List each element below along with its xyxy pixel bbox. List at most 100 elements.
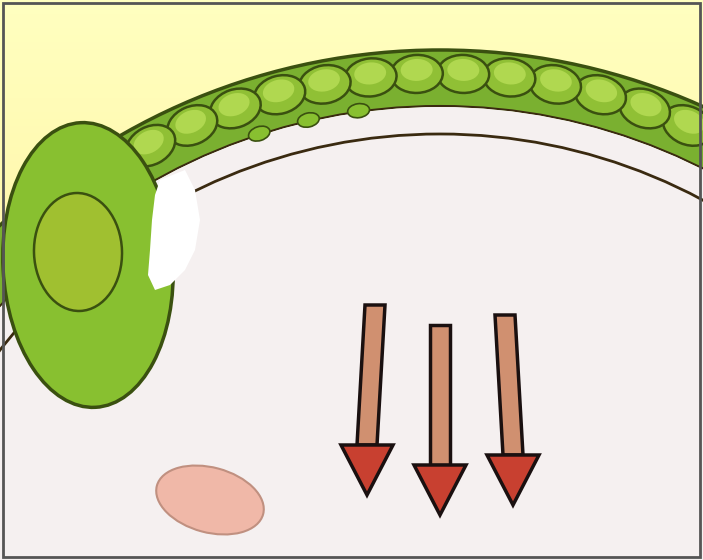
Circle shape <box>374 191 385 200</box>
Ellipse shape <box>384 158 412 170</box>
Polygon shape <box>0 392 703 399</box>
Polygon shape <box>0 357 703 364</box>
Polygon shape <box>0 406 703 413</box>
Ellipse shape <box>605 186 632 200</box>
Ellipse shape <box>529 65 581 104</box>
Polygon shape <box>0 56 703 63</box>
Polygon shape <box>0 378 703 385</box>
Circle shape <box>427 187 437 197</box>
Ellipse shape <box>412 157 440 168</box>
Ellipse shape <box>632 197 658 211</box>
Polygon shape <box>0 476 703 483</box>
Polygon shape <box>0 182 703 189</box>
Ellipse shape <box>222 197 248 211</box>
Ellipse shape <box>175 110 206 134</box>
Ellipse shape <box>172 220 197 237</box>
Circle shape <box>322 200 332 210</box>
Circle shape <box>551 186 561 197</box>
Polygon shape <box>0 322 703 329</box>
Circle shape <box>565 197 574 207</box>
Ellipse shape <box>274 178 302 192</box>
Ellipse shape <box>468 158 496 170</box>
Circle shape <box>396 181 406 192</box>
Circle shape <box>311 188 321 198</box>
Ellipse shape <box>148 234 173 251</box>
Ellipse shape <box>401 59 432 81</box>
Polygon shape <box>414 465 466 515</box>
Polygon shape <box>0 511 703 518</box>
Circle shape <box>0 190 703 560</box>
Ellipse shape <box>328 166 356 178</box>
Circle shape <box>614 220 624 230</box>
Polygon shape <box>0 294 703 301</box>
Circle shape <box>450 187 460 197</box>
Circle shape <box>198 239 208 249</box>
Circle shape <box>0 135 703 560</box>
Ellipse shape <box>683 220 703 237</box>
Circle shape <box>420 180 430 190</box>
Ellipse shape <box>440 157 468 168</box>
Polygon shape <box>0 385 703 392</box>
Ellipse shape <box>540 69 572 92</box>
Polygon shape <box>0 217 703 224</box>
Circle shape <box>0 115 703 560</box>
Circle shape <box>652 228 662 239</box>
Polygon shape <box>0 140 703 147</box>
Circle shape <box>645 226 654 235</box>
Circle shape <box>388 175 398 185</box>
Circle shape <box>292 208 302 218</box>
Circle shape <box>511 193 521 203</box>
Circle shape <box>161 253 171 263</box>
Ellipse shape <box>356 161 384 173</box>
Ellipse shape <box>197 208 222 223</box>
Polygon shape <box>0 224 703 231</box>
Ellipse shape <box>586 80 617 102</box>
Polygon shape <box>430 325 450 465</box>
Ellipse shape <box>354 62 386 85</box>
Circle shape <box>696 244 703 254</box>
Ellipse shape <box>494 62 526 85</box>
Ellipse shape <box>274 178 302 192</box>
Circle shape <box>638 222 647 232</box>
Ellipse shape <box>391 55 443 93</box>
Circle shape <box>592 212 602 222</box>
Ellipse shape <box>328 166 356 178</box>
Circle shape <box>221 235 231 245</box>
Circle shape <box>342 181 352 192</box>
Ellipse shape <box>524 166 551 178</box>
Polygon shape <box>0 63 703 70</box>
Polygon shape <box>0 329 703 336</box>
Circle shape <box>574 192 584 202</box>
Circle shape <box>236 228 245 239</box>
Polygon shape <box>341 445 393 495</box>
Polygon shape <box>0 168 703 175</box>
Ellipse shape <box>575 75 626 114</box>
Ellipse shape <box>134 130 164 155</box>
Circle shape <box>188 253 198 263</box>
Circle shape <box>498 177 508 187</box>
Ellipse shape <box>34 193 122 311</box>
Ellipse shape <box>437 55 489 93</box>
Ellipse shape <box>248 186 275 200</box>
Circle shape <box>518 194 528 204</box>
Polygon shape <box>0 490 703 497</box>
Ellipse shape <box>167 105 217 146</box>
Polygon shape <box>0 427 703 434</box>
Circle shape <box>0 135 703 560</box>
Polygon shape <box>0 175 703 182</box>
Polygon shape <box>0 49 703 56</box>
Ellipse shape <box>302 171 328 184</box>
Polygon shape <box>0 252 703 259</box>
Ellipse shape <box>197 208 222 223</box>
Polygon shape <box>0 343 703 350</box>
Polygon shape <box>0 238 703 245</box>
Ellipse shape <box>172 220 197 237</box>
Ellipse shape <box>447 59 479 81</box>
Ellipse shape <box>299 65 351 104</box>
Polygon shape <box>0 7 703 14</box>
Polygon shape <box>0 154 703 161</box>
Ellipse shape <box>663 105 703 146</box>
Circle shape <box>458 174 468 184</box>
Ellipse shape <box>579 178 605 192</box>
Polygon shape <box>0 196 703 203</box>
